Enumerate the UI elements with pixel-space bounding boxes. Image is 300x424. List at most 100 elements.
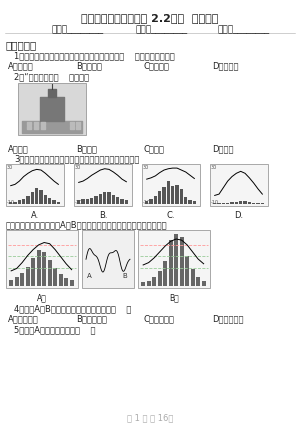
FancyBboxPatch shape xyxy=(169,240,173,286)
FancyBboxPatch shape xyxy=(9,202,12,204)
FancyBboxPatch shape xyxy=(39,190,43,204)
FancyBboxPatch shape xyxy=(243,201,247,204)
Text: D．太阳辐射: D．太阳辐射 xyxy=(212,314,244,323)
FancyBboxPatch shape xyxy=(202,281,206,286)
FancyBboxPatch shape xyxy=(26,267,30,286)
FancyBboxPatch shape xyxy=(138,231,210,288)
FancyBboxPatch shape xyxy=(193,201,196,204)
FancyBboxPatch shape xyxy=(185,256,189,286)
Text: 30: 30 xyxy=(211,165,217,170)
FancyBboxPatch shape xyxy=(184,197,188,204)
FancyBboxPatch shape xyxy=(158,271,162,286)
FancyBboxPatch shape xyxy=(235,201,238,204)
Text: A: A xyxy=(87,273,92,279)
FancyBboxPatch shape xyxy=(252,203,255,204)
Text: 30: 30 xyxy=(143,165,149,170)
FancyBboxPatch shape xyxy=(31,192,34,204)
FancyBboxPatch shape xyxy=(179,237,184,286)
Text: B．地形因素: B．地形因素 xyxy=(76,314,107,323)
FancyBboxPatch shape xyxy=(48,198,51,204)
Text: 3．读下列气温曲线和降水量柱状图，判断反应广州的是: 3．读下列气温曲线和降水量柱状图，判断反应广州的是 xyxy=(14,154,140,163)
Text: A．气温: A．气温 xyxy=(8,144,29,153)
FancyBboxPatch shape xyxy=(70,279,74,286)
FancyBboxPatch shape xyxy=(239,201,242,204)
Text: C．风向: C．风向 xyxy=(144,144,165,153)
FancyBboxPatch shape xyxy=(145,201,148,204)
FancyBboxPatch shape xyxy=(125,200,128,204)
Text: 第 1 页 共 16页: 第 1 页 共 16页 xyxy=(127,413,173,422)
Text: 30: 30 xyxy=(75,165,81,170)
FancyBboxPatch shape xyxy=(6,164,64,206)
Text: 1．我国长江中下游地区夏季的伏旱天气，多与（    ）还是密切相关。: 1．我国长江中下游地区夏季的伏旱天气，多与（ ）还是密切相关。 xyxy=(14,52,175,61)
FancyBboxPatch shape xyxy=(99,194,102,204)
Text: 班级：________: 班级：________ xyxy=(135,25,187,34)
Text: 一、选择题: 一、选择题 xyxy=(6,40,37,50)
FancyBboxPatch shape xyxy=(116,197,119,204)
FancyBboxPatch shape xyxy=(77,200,80,204)
FancyBboxPatch shape xyxy=(103,192,106,204)
FancyBboxPatch shape xyxy=(57,202,60,204)
FancyBboxPatch shape xyxy=(162,187,166,204)
FancyBboxPatch shape xyxy=(82,231,134,288)
FancyBboxPatch shape xyxy=(86,198,89,204)
Text: B．西北风: B．西北风 xyxy=(76,61,102,70)
FancyBboxPatch shape xyxy=(149,199,153,204)
FancyBboxPatch shape xyxy=(81,199,85,204)
FancyBboxPatch shape xyxy=(171,186,174,204)
FancyBboxPatch shape xyxy=(154,196,157,204)
Text: B地: B地 xyxy=(169,293,179,302)
Text: -10: -10 xyxy=(211,200,219,205)
Text: 30: 30 xyxy=(7,165,13,170)
FancyBboxPatch shape xyxy=(14,277,19,286)
FancyBboxPatch shape xyxy=(31,258,35,286)
Text: D．气压: D．气压 xyxy=(212,144,233,153)
FancyBboxPatch shape xyxy=(248,202,251,204)
Text: 读左图秦岭山脉南坡图及A、B两地站的气候资料柱图，完成下面小题。: 读左图秦岭山脉南坡图及A、B两地站的气候资料柱图，完成下面小题。 xyxy=(6,220,168,229)
Text: B: B xyxy=(122,273,127,279)
Text: 人教版八年级上册地理 2.2气候  同步测试: 人教版八年级上册地理 2.2气候 同步测试 xyxy=(81,13,219,23)
FancyBboxPatch shape xyxy=(52,201,56,204)
Text: -10: -10 xyxy=(143,200,151,205)
FancyBboxPatch shape xyxy=(230,202,234,204)
Text: A．东北风: A．东北风 xyxy=(8,61,34,70)
FancyBboxPatch shape xyxy=(146,281,151,286)
FancyBboxPatch shape xyxy=(18,84,86,135)
Text: C．海陆分布: C．海陆分布 xyxy=(144,314,175,323)
FancyBboxPatch shape xyxy=(188,201,192,204)
FancyBboxPatch shape xyxy=(6,231,78,288)
FancyBboxPatch shape xyxy=(22,198,26,204)
FancyBboxPatch shape xyxy=(175,185,179,204)
FancyBboxPatch shape xyxy=(26,196,30,204)
FancyBboxPatch shape xyxy=(42,253,46,286)
FancyBboxPatch shape xyxy=(141,282,145,286)
FancyBboxPatch shape xyxy=(107,192,111,204)
FancyBboxPatch shape xyxy=(196,277,200,286)
FancyBboxPatch shape xyxy=(53,268,57,286)
FancyBboxPatch shape xyxy=(158,191,161,204)
FancyBboxPatch shape xyxy=(152,277,156,286)
Text: 姓名：________: 姓名：________ xyxy=(52,25,104,34)
Text: -10: -10 xyxy=(75,200,83,205)
FancyBboxPatch shape xyxy=(167,181,170,204)
FancyBboxPatch shape xyxy=(120,199,124,204)
Text: B.: B. xyxy=(99,211,107,220)
FancyBboxPatch shape xyxy=(174,234,178,286)
FancyBboxPatch shape xyxy=(180,189,183,204)
FancyBboxPatch shape xyxy=(94,196,98,204)
FancyBboxPatch shape xyxy=(112,195,115,204)
FancyBboxPatch shape xyxy=(90,198,93,204)
FancyBboxPatch shape xyxy=(35,188,38,204)
FancyBboxPatch shape xyxy=(142,164,200,206)
Text: C．东南风: C．东南风 xyxy=(144,61,170,70)
FancyBboxPatch shape xyxy=(190,268,195,286)
FancyBboxPatch shape xyxy=(9,279,13,286)
Text: 5．图中A地的气候类型是（    ）: 5．图中A地的气候类型是（ ） xyxy=(14,326,95,335)
Text: D.: D. xyxy=(234,211,244,220)
Text: B．降水: B．降水 xyxy=(76,144,97,153)
FancyBboxPatch shape xyxy=(18,200,21,204)
FancyBboxPatch shape xyxy=(226,203,230,204)
Text: 成绩：________: 成绩：________ xyxy=(218,25,270,34)
FancyBboxPatch shape xyxy=(37,250,41,286)
FancyBboxPatch shape xyxy=(222,203,225,204)
Text: A．纬度因素: A．纬度因素 xyxy=(8,314,39,323)
